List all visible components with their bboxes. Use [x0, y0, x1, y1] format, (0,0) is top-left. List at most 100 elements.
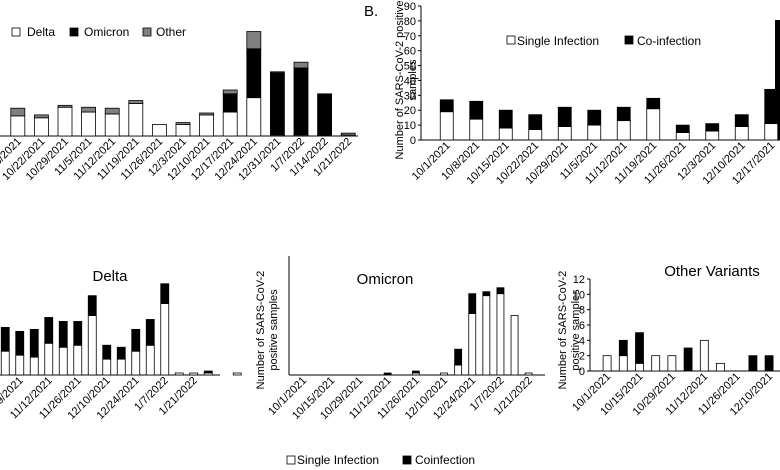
legend-delta-label: Delta — [27, 25, 55, 39]
delta-bar — [87, 295, 97, 316]
other-y-tick-label: 12 — [573, 274, 585, 286]
topleft-bar — [199, 112, 215, 116]
other-y-tick-label: 6 — [579, 320, 585, 332]
other-bar — [651, 355, 661, 372]
panelB-bar — [705, 123, 720, 132]
delta-bar — [145, 319, 155, 346]
delta-bar — [174, 372, 184, 376]
other-y-tick-label: 2 — [579, 351, 585, 363]
legend-b-coinfection-label: Co-infection — [637, 34, 701, 48]
panelB-bar — [557, 106, 572, 128]
topleft-bar — [128, 100, 144, 104]
delta-bar — [0, 350, 10, 376]
panelB-bar — [616, 106, 631, 122]
topleft-bar — [340, 132, 356, 136]
omicron-bar — [383, 372, 392, 376]
panelB-bar — [439, 111, 454, 141]
topleft-bar — [199, 114, 215, 137]
panelB-y-tick-label: 10 — [404, 120, 416, 132]
other-bar — [635, 332, 644, 364]
legend-bottom-coinfection-label: Coinfection — [415, 453, 475, 467]
panelB-y-tick-label: 40 — [404, 75, 416, 87]
other-bar — [618, 339, 628, 357]
other-bar — [683, 347, 693, 372]
other-y-tick-label: 4 — [579, 335, 585, 347]
topleft-bar — [222, 93, 238, 113]
panelB-bar — [587, 109, 602, 126]
delta-bar — [73, 344, 83, 376]
delta-bar — [0, 326, 10, 352]
topleft-bar — [269, 71, 285, 74]
delta-bar — [73, 321, 83, 346]
other-bar — [602, 355, 612, 372]
other-y-tick-label: 10 — [573, 289, 585, 301]
legend-delta-swatch — [11, 27, 21, 37]
topleft-bar — [293, 67, 309, 136]
omicron-bar — [496, 293, 505, 376]
other-bar — [716, 362, 725, 372]
panelB-bar — [646, 108, 661, 141]
panelB-ylabel: Number of SARS-CoV-2 positive — [394, 1, 406, 160]
topleft-bar — [222, 111, 238, 137]
panelB-bar — [646, 97, 661, 110]
omicron-bar — [510, 315, 519, 376]
topleft-bar — [34, 114, 49, 119]
topleft-bar — [104, 113, 120, 137]
topleft-bar — [269, 72, 285, 136]
legend-bottom-coinfection-swatch — [402, 455, 412, 465]
omicron-bar — [482, 291, 491, 297]
topleft-bar — [151, 124, 167, 137]
omicron-bar — [496, 287, 505, 295]
other-ylabel-2: positive samples — [570, 289, 582, 371]
delta-bar — [58, 346, 68, 376]
other-bar — [764, 355, 774, 372]
delta-bar — [160, 303, 170, 376]
panelB-y-tick-label: 60 — [404, 46, 416, 58]
delta-bar — [131, 350, 141, 376]
legend-omicron-label: Omicron — [84, 25, 129, 39]
panelB-bar — [675, 124, 690, 133]
delta-bar — [232, 372, 242, 376]
delta-bar — [29, 356, 39, 376]
panelB-y-tick-label: 0 — [410, 135, 416, 147]
delta-bar — [145, 344, 155, 376]
delta-bar — [189, 372, 199, 376]
legend-other-swatch — [142, 27, 152, 37]
panelB-bar — [469, 118, 484, 141]
omicron-bar — [482, 295, 491, 376]
panelB-y-tick-label: 80 — [404, 16, 416, 28]
topleft-bar — [317, 93, 333, 137]
panelB-bar — [734, 114, 749, 127]
legend-omicron-swatch — [69, 27, 79, 37]
omicron-bar — [454, 364, 463, 376]
other-title: Other Variants — [664, 263, 760, 280]
panelB-bar — [734, 126, 749, 141]
other-y-tick-label: 8 — [579, 305, 585, 317]
topleft-bar — [81, 111, 96, 137]
topleft-bar — [34, 117, 49, 137]
topleft-bar — [246, 48, 262, 99]
other-bar — [667, 355, 677, 372]
delta-bar — [131, 328, 141, 352]
delta-bar — [58, 321, 68, 348]
topleft-bar — [57, 106, 73, 137]
legend-bottom-single-swatch — [286, 455, 296, 465]
delta-bar — [15, 354, 25, 376]
panelB-y-tick-label: 50 — [404, 61, 416, 73]
panelB-y-tick-label: 90 — [404, 1, 416, 13]
topleft-bar — [175, 122, 191, 125]
topleft-bar — [104, 107, 120, 115]
legend-bottom-single-label: Single Infection — [297, 453, 379, 467]
omicron-bar — [454, 348, 463, 366]
omicron-bar — [440, 372, 448, 376]
panelB-bar — [587, 124, 602, 141]
panelB-bar — [557, 126, 572, 141]
other-bar — [618, 355, 628, 372]
omicron-ylabel-2: positive samples — [268, 289, 280, 371]
panelB-bar — [439, 99, 454, 113]
panelB-bar — [469, 100, 484, 120]
topleft-bar — [293, 61, 309, 69]
delta-bar — [15, 330, 25, 356]
panelB-bar — [498, 127, 513, 141]
delta-bar — [44, 342, 54, 376]
